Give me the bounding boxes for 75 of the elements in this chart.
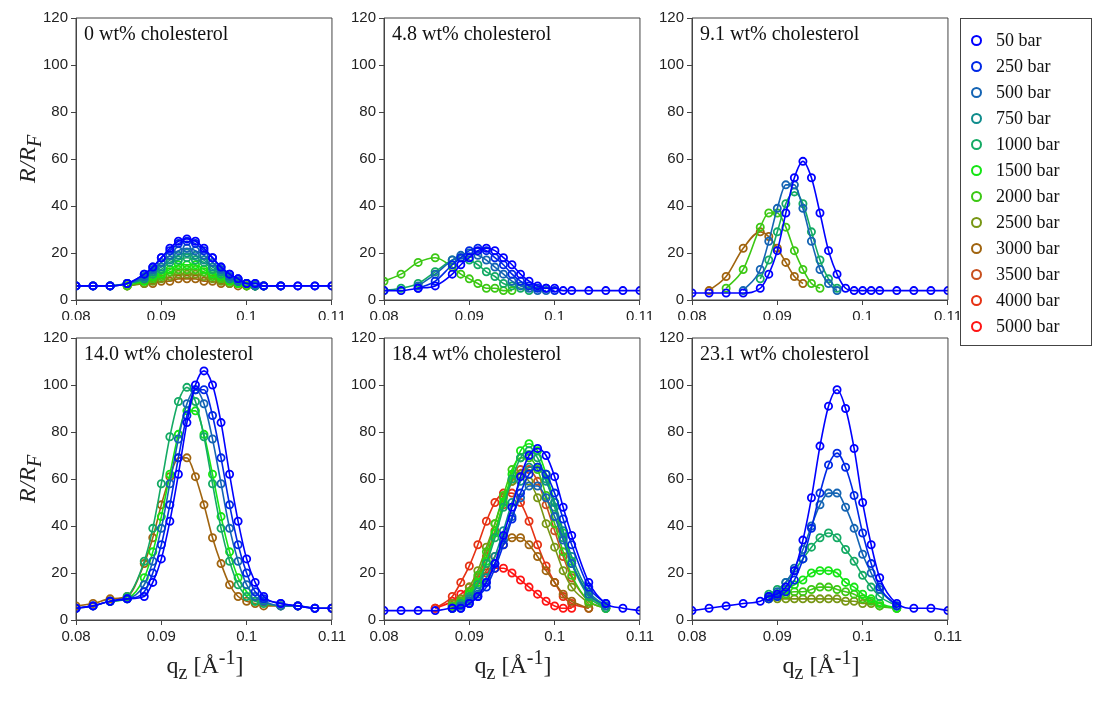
y-tick-label: 20 — [51, 563, 68, 581]
y-tick-label: 60 — [359, 149, 376, 167]
x-tick-label: 0.1 — [544, 627, 566, 645]
x-tick-label: 0.11 — [933, 627, 963, 645]
y-tick-label: 100 — [658, 55, 684, 73]
y-tick-label: 120 — [350, 8, 376, 26]
x-tick-label: 0.11 — [625, 627, 655, 645]
chart-title: 14.0 wt% cholesterol — [84, 342, 254, 365]
chart-title: 18.4 wt% cholesterol — [392, 342, 562, 365]
y-tick-label: 100 — [350, 375, 376, 393]
y-tick-label: 40 — [667, 516, 684, 534]
legend-label: 500 bar — [996, 81, 1051, 103]
x-tick-label: 0.08 — [369, 627, 399, 645]
legend-label: 750 bar — [996, 107, 1051, 129]
x-tick-label: 0.1 — [852, 627, 874, 645]
y-tick-label: 0 — [59, 290, 68, 308]
x-tick-label: 0.11 — [317, 627, 347, 645]
legend-label: 3000 bar — [996, 237, 1060, 259]
x-tick-label: 0.09 — [762, 627, 792, 645]
chart-title: 9.1 wt% cholesterol — [700, 22, 860, 45]
y-tick-label: 120 — [42, 8, 68, 26]
y-tick-label: 60 — [667, 149, 684, 167]
y-tick-label: 120 — [658, 328, 684, 346]
x-tick-label: 0.08 — [677, 627, 707, 645]
y-tick-label: 120 — [350, 328, 376, 346]
y-tick-label: 20 — [359, 563, 376, 581]
y-tick-label: 100 — [350, 55, 376, 73]
x-axis-title: q$_{z}$ [Å$^{-1}$] — [474, 646, 552, 684]
y-tick-label: 40 — [359, 516, 376, 534]
x-tick-label: 0.09 — [454, 627, 484, 645]
chart-title: 4.8 wt% cholesterol — [392, 22, 552, 45]
x-tick-label: 0.1 — [236, 627, 258, 645]
y-tick-label: 120 — [658, 8, 684, 26]
y-tick-label: 80 — [51, 422, 68, 440]
x-tick-label: 0.08 — [61, 627, 91, 645]
legend-label: 5000 bar — [996, 315, 1060, 337]
y-tick-label: 0 — [675, 290, 684, 308]
x-axis-title: q$_{z}$ [Å$^{-1}$] — [166, 646, 244, 684]
legend-label: 1500 bar — [996, 159, 1060, 181]
y-tick-label: 20 — [359, 243, 376, 261]
legend-label: 1000 bar — [996, 133, 1060, 155]
legend-label: 3500 bar — [996, 263, 1060, 285]
y-tick-label: 0 — [675, 610, 684, 628]
x-axis-title: q$_{z}$ [Å$^{-1}$] — [782, 646, 860, 684]
legend-label: 50 bar — [996, 29, 1042, 51]
y-tick-label: 80 — [51, 102, 68, 120]
y-tick-label: 0 — [59, 610, 68, 628]
y-tick-label: 40 — [51, 196, 68, 214]
y-tick-label: 100 — [42, 375, 68, 393]
chart-title: 0 wt% cholesterol — [84, 22, 229, 45]
y-tick-label: 100 — [658, 375, 684, 393]
y-tick-label: 120 — [42, 328, 68, 346]
y-tick-label: 40 — [51, 516, 68, 534]
y-tick-label: 20 — [667, 243, 684, 261]
y-tick-label: 40 — [359, 196, 376, 214]
y-tick-label: 60 — [51, 149, 68, 167]
y-tick-label: 80 — [359, 102, 376, 120]
chart-title: 23.1 wt% cholesterol — [700, 342, 870, 365]
y-tick-label: 80 — [667, 422, 684, 440]
y-tick-label: 60 — [51, 469, 68, 487]
y-tick-label: 20 — [51, 243, 68, 261]
y-tick-label: 0 — [367, 610, 376, 628]
y-tick-label: 80 — [667, 102, 684, 120]
y-tick-label: 100 — [42, 55, 68, 73]
y-tick-label: 60 — [359, 469, 376, 487]
legend-label: 2000 bar — [996, 185, 1060, 207]
y-tick-label: 60 — [667, 469, 684, 487]
legend-label: 2500 bar — [996, 211, 1060, 233]
y-tick-label: 20 — [667, 563, 684, 581]
y-tick-label: 40 — [667, 196, 684, 214]
legend-label: 4000 bar — [996, 289, 1060, 311]
legend-label: 250 bar — [996, 55, 1051, 77]
x-tick-label: 0.09 — [146, 627, 176, 645]
y-tick-label: 0 — [367, 290, 376, 308]
y-tick-label: 80 — [359, 422, 376, 440]
